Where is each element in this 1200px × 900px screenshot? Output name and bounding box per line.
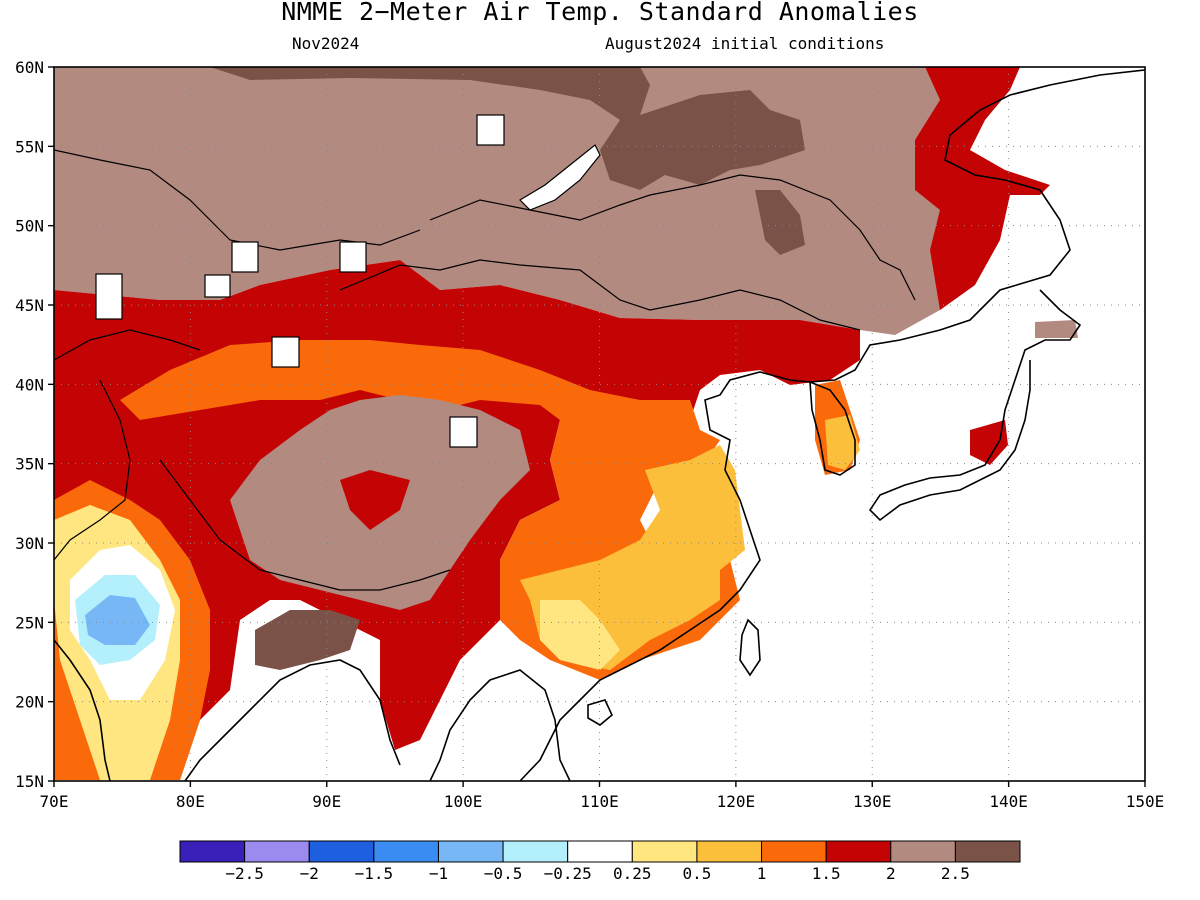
colorbar-label: 2.5 — [940, 864, 970, 883]
map-title: NMME 2−Meter Air Temp. Standard Anomalie… — [281, 0, 919, 26]
colorbar-label: 0.25 — [613, 864, 652, 883]
colorbar — [179, 840, 1021, 863]
anomaly-region-burma-darkbrown — [255, 610, 360, 670]
colorbar-label: −0.5 — [483, 864, 523, 883]
lat-tick-label: 40N — [15, 375, 44, 394]
coastline-indochina — [429, 669, 571, 781]
lat-tick-label: 15N — [15, 772, 44, 791]
border-central-asia — [54, 329, 201, 361]
coastlines — [54, 69, 1145, 781]
colorbar-label: 1.5 — [811, 864, 841, 883]
anomaly-region-se-china-yellow — [540, 600, 620, 670]
colorbar-swatch — [308, 840, 375, 863]
lat-tick-label: 50N — [15, 217, 44, 236]
lon-tick-label: 130E — [853, 792, 892, 811]
colorbar-label: 2 — [885, 864, 896, 883]
anomaly-region-mongolia-darkbrown — [755, 190, 805, 255]
lat-tick-label: 55N — [15, 137, 44, 156]
lat-tick-label: 45N — [15, 296, 44, 315]
target-month: Nov2024 — [292, 34, 360, 53]
lake-baikal — [519, 144, 601, 211]
border-china-mongolia — [339, 259, 861, 331]
lake-zaysan — [339, 241, 367, 273]
colorbar-swatch — [373, 840, 439, 863]
axes: 70E 80E 90E 100E 110E 120E 130E 140E 150E 15N 20N 2… — [15, 58, 1164, 811]
lon-tick-label: 110E — [580, 792, 619, 811]
lat-tick-label: 20N — [15, 693, 44, 712]
colorbar-swatch — [437, 840, 504, 863]
border-russia-mongolia — [429, 174, 916, 301]
coastline-taiwan — [739, 618, 761, 677]
lake-khovsgol — [476, 114, 505, 146]
lon-tick-label: 140E — [989, 792, 1028, 811]
anomaly-region-fareast-red — [915, 67, 1050, 310]
anomaly-region-baikal-darkbrown — [210, 67, 805, 190]
border-india-pakistan — [54, 379, 131, 561]
colorbar-swatch — [244, 840, 310, 863]
colorbar-label: −2 — [299, 864, 319, 883]
colorbar-label: 1 — [756, 864, 767, 883]
lon-tick-label: 100E — [444, 792, 483, 811]
initial-conditions: August2024 initial conditions — [605, 34, 885, 53]
anomaly-region-tibet-inner-red — [340, 470, 410, 530]
colorbar-swatch — [179, 840, 246, 863]
colorbar-label: 0.5 — [682, 864, 712, 883]
border-himalaya — [159, 459, 451, 591]
anomaly-region-india-blue — [85, 595, 150, 645]
colorbar-swatch — [825, 840, 892, 863]
lat-tick-label: 60N — [15, 58, 44, 77]
coastline-hainan — [587, 699, 613, 726]
anomaly-field — [54, 67, 1145, 781]
colorbar-label: −1 — [428, 864, 449, 883]
lat-tick-label: 30N — [15, 534, 44, 553]
colorbar-label: −0.25 — [543, 864, 592, 883]
colorbar-label: −1.5 — [354, 864, 394, 883]
coastline-east-asia — [519, 69, 1145, 781]
lake-aral — [95, 273, 123, 320]
lake-balkhash — [204, 274, 231, 298]
lon-tick-label: 150E — [1126, 792, 1165, 811]
lat-tick-label: 35N — [15, 455, 44, 474]
lon-tick-label: 90E — [312, 792, 341, 811]
colorbar-swatch — [502, 840, 569, 863]
lake-issyk-kul — [271, 336, 300, 368]
border-kazakhstan — [54, 149, 421, 251]
coastline-japan — [868, 289, 1082, 522]
lon-tick-label: 70E — [40, 792, 69, 811]
lakes — [95, 114, 601, 448]
gridlines — [54, 67, 1145, 781]
lon-tick-label: 120E — [717, 792, 756, 811]
lat-tick-label: 25N — [15, 613, 44, 632]
lon-tick-label: 80E — [176, 792, 205, 811]
anomaly-region-japan-red — [970, 420, 1008, 465]
coastline-bay-of-bengal — [184, 659, 401, 781]
colorbar-swatch — [890, 840, 956, 863]
lake-qinghai — [449, 416, 478, 448]
anomaly-region-hokkaido-brown — [1035, 320, 1078, 338]
colorbar-swatch — [954, 840, 1021, 863]
colorbar-swatch — [631, 840, 698, 863]
colorbar-swatch — [761, 840, 827, 863]
coastline-korea — [809, 380, 856, 476]
lake-tengiz — [231, 241, 259, 273]
colorbar-swatch — [696, 840, 763, 863]
colorbar-swatch — [567, 840, 633, 863]
coastline-india-west — [54, 639, 111, 781]
colorbar-label: −2.5 — [225, 864, 264, 883]
